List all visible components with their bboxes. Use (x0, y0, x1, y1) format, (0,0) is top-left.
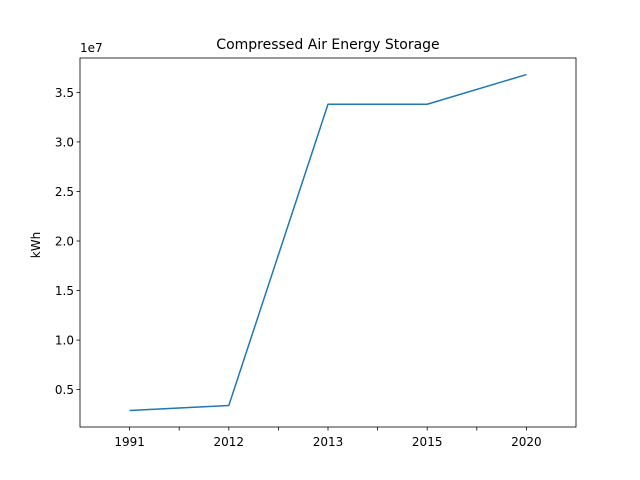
y-tick-label: 2.5 (55, 185, 74, 199)
x-tick-label: 2020 (511, 435, 542, 449)
series-line-0 (129, 73, 527, 412)
chart-title: Compressed Air Energy Storage (216, 37, 439, 53)
y-tick-label: 3.5 (55, 86, 74, 100)
plot-area: 0.5 1.0 1.5 2.0 2.5 3.0 3.5 1991 2012 2013 2015 202… (55, 57, 577, 449)
y-axis-offset-label: 1e7 (80, 41, 103, 55)
y-tick-label: 3.0 (55, 135, 74, 149)
x-tick-label: 2012 (214, 435, 245, 449)
y-tick-label: 0.5 (55, 383, 74, 397)
y-tick-label: 1.0 (55, 334, 74, 348)
x-tick-label: 2015 (412, 435, 443, 449)
x-tick-label: 1991 (114, 435, 145, 449)
y-axis-label: kWh (29, 232, 43, 258)
y-tick-label: 2.0 (55, 235, 74, 249)
y-tick-label: 1.5 (55, 284, 74, 298)
x-tick-label: 2013 (313, 435, 344, 449)
